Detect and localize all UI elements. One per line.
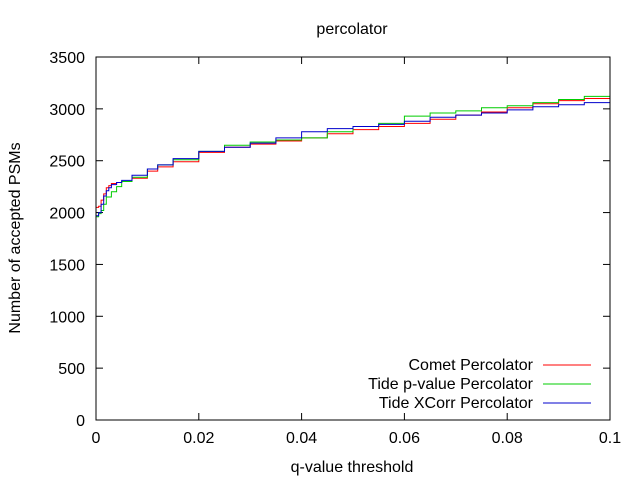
plot-frame xyxy=(95,56,611,421)
y-tick-label: 1500 xyxy=(49,257,85,274)
legend-label: Tide XCorr Percolator xyxy=(379,395,534,412)
series-line-3 xyxy=(96,100,611,217)
y-tick-label: 2500 xyxy=(49,154,85,171)
axis-ticks: 0 0.02 0.04 0.06 0.08 0.1 0 500 1000 1500 2000 2500… xyxy=(49,50,621,447)
series-line-2 xyxy=(96,93,611,218)
series-lines xyxy=(96,93,611,218)
y-tick-label: 3000 xyxy=(49,102,85,119)
x-tick-label: 0 xyxy=(92,430,101,447)
series-line-1 xyxy=(96,96,611,208)
x-tick-label: 0.1 xyxy=(599,430,621,447)
y-tick-label: 0 xyxy=(76,413,85,430)
legend-label: Comet Percolator xyxy=(409,357,534,374)
y-tick-label: 1000 xyxy=(49,309,85,326)
x-tick-label: 0.02 xyxy=(183,430,214,447)
y-tick-label: 500 xyxy=(58,361,85,378)
x-tick-label: 0.08 xyxy=(492,430,523,447)
y-tick-label: 3500 xyxy=(49,50,85,67)
legend-label: Tide p-value Percolator xyxy=(368,376,533,393)
x-tick-label: 0.06 xyxy=(389,430,420,447)
y-tick-label: 2000 xyxy=(49,206,85,223)
y-axis-label: Number of accepted PSMs xyxy=(7,142,24,333)
chart-title: percolator xyxy=(316,21,388,38)
legend: Comet Percolator Tide p-value Percolator T… xyxy=(368,357,591,412)
x-tick-label: 0.04 xyxy=(286,430,317,447)
x-axis-label: q-value threshold xyxy=(291,459,414,476)
